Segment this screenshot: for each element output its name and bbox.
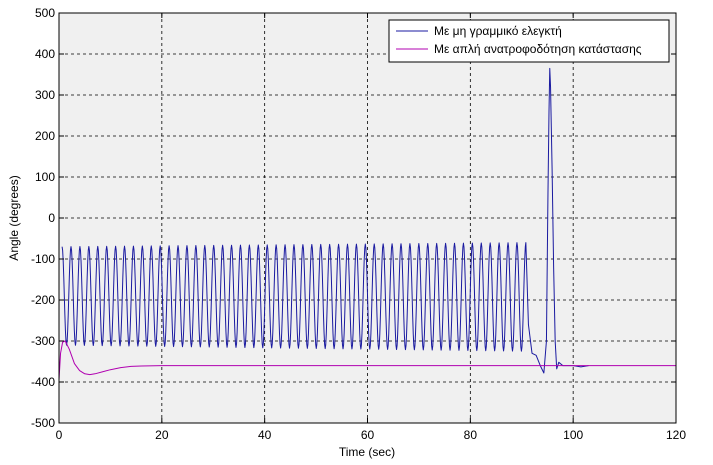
y-axis-label: Angle (degrees)	[7, 175, 21, 260]
legend-label-series-2: Με απλή ανατροφοδότηση κατάστασης	[434, 42, 642, 56]
y-tick-label: 500	[35, 6, 55, 20]
y-tick-label: -500	[31, 416, 55, 430]
x-tick-label: 60	[361, 428, 375, 442]
y-tick-label: 300	[35, 88, 55, 102]
legend: Με μη γραμμικό ελεγκτή Με απλή ανατροφοδ…	[388, 19, 670, 63]
y-tick-label: -200	[31, 293, 55, 307]
y-tick-label: -400	[31, 375, 55, 389]
legend-box	[388, 19, 670, 63]
x-tick-label: 120	[666, 428, 686, 442]
y-tick-label: 0	[48, 211, 55, 225]
y-tick-label: -100	[31, 252, 55, 266]
x-tick-label: 0	[56, 428, 63, 442]
series-layer	[58, 67, 676, 380]
legend-label-series-1: Με μη γραμμικό ελεγκτή	[434, 24, 562, 38]
series-line-1	[61, 67, 589, 374]
x-tick-label: 20	[155, 428, 169, 442]
y-tick-label: 400	[35, 47, 55, 61]
x-tick-label: 100	[563, 428, 583, 442]
y-tick-label: 200	[35, 129, 55, 143]
x-tick-label: 80	[464, 428, 478, 442]
y-tick-label: -300	[31, 334, 55, 348]
x-tick-label: 40	[258, 428, 272, 442]
tick-labels: 0 20 40 60 80 100 120 -500 -400 -300 -200 -100 0 100 2…	[31, 6, 686, 442]
x-axis-label: Time (sec)	[339, 445, 395, 459]
series-line-2	[58, 340, 676, 380]
y-tick-label: 100	[35, 170, 55, 184]
